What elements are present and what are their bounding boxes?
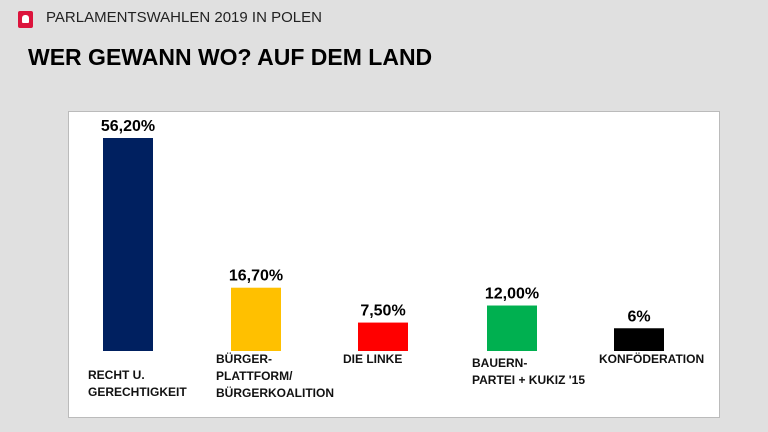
data-label: 16,70% bbox=[229, 268, 283, 285]
page-title: WER GEWANN WO? AUF DEM LAND bbox=[28, 44, 433, 70]
category-label: BAUERN- PARTEI + KUKIZ '15 bbox=[472, 356, 585, 387]
category-label: DIE LINKE bbox=[343, 352, 403, 366]
category-label: BÜRGER- PLATTFORM/ BÜRGERKOALITION bbox=[216, 352, 334, 400]
bar bbox=[103, 138, 153, 351]
bar bbox=[614, 328, 664, 351]
chart: 56,20% 16,70% 7,50% 12,00% 6% RECHT U. GEREC… bbox=[68, 111, 720, 418]
chart-svg: 56,20% 16,70% 7,50% 12,00% 6% bbox=[101, 118, 664, 351]
bar bbox=[231, 287, 281, 351]
category-label: KONFÖDERATION bbox=[599, 352, 705, 366]
poland-eagle-icon bbox=[18, 11, 33, 28]
bar bbox=[358, 322, 408, 351]
data-label: 6% bbox=[627, 308, 650, 325]
data-label: 7,50% bbox=[360, 303, 405, 320]
supertitle: PARLAMENTSWAHLEN 2019 IN POLEN bbox=[46, 9, 322, 26]
data-label: 56,20% bbox=[101, 118, 155, 135]
category-label: RECHT U. GERECHTIGKEIT bbox=[88, 368, 187, 399]
bar bbox=[487, 305, 537, 351]
data-label: 12,00% bbox=[485, 286, 539, 303]
